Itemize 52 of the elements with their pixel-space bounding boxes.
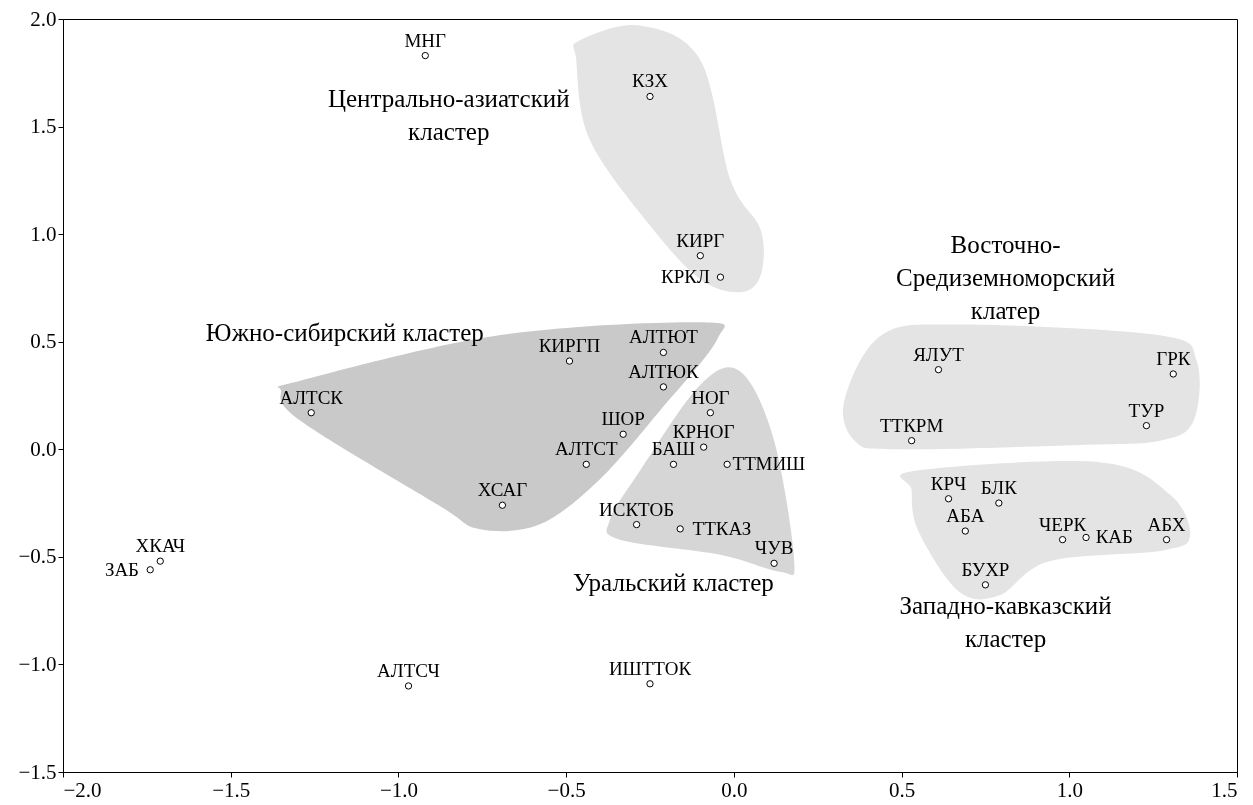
annotation: ИСКТОБ	[599, 498, 675, 520]
annotation: КИРГП	[538, 335, 601, 357]
annotation: АЛТЮТ	[628, 326, 699, 348]
annotation: НОГ	[691, 386, 730, 408]
x-tick-label: 0.5	[888, 777, 916, 802]
x-tick-label: −2.0	[63, 777, 102, 802]
x-tick-label: 1.5	[1211, 777, 1238, 802]
annotation: ТТКРМ	[879, 414, 944, 436]
annotation: АБХ	[1147, 513, 1186, 535]
annotation: АБА	[946, 505, 985, 527]
annotation: ХСАГ	[477, 479, 528, 501]
y-tick-label: −1.0	[18, 651, 57, 676]
annotation: ТУР	[1128, 399, 1165, 421]
annotation: КАБ	[1095, 526, 1133, 548]
x-tick-label: −0.5	[547, 777, 586, 802]
y-tick-label: 1.5	[30, 114, 57, 139]
annotation: АЛТСТ	[555, 438, 618, 460]
annotation: АЛТЮК	[628, 360, 699, 382]
annotation: БЛК	[980, 477, 1018, 499]
annotation: Южно-сибирский кластер	[205, 319, 484, 347]
annotation: ТТКАЗ	[692, 517, 752, 539]
annotation: ГРК	[1156, 347, 1191, 369]
annotation: ЧЕРК	[1038, 513, 1087, 535]
annotation: АЛТСК	[279, 386, 344, 408]
annotation: КЗХ	[632, 70, 669, 92]
annotation: АЛТСЧ	[377, 659, 440, 681]
annotation: ТТМИШ	[732, 453, 806, 475]
annotation: Восточно- Средиземноморский клатер	[896, 230, 1116, 324]
annotation: ХКАЧ	[135, 535, 186, 557]
x-tick-label: 0.0	[721, 777, 748, 802]
x-tick-label: −1.5	[212, 777, 251, 802]
annotation: Западно-кавказский кластер	[899, 592, 1112, 653]
y-tick-label: 2.0	[30, 6, 57, 31]
y-tick-label: −0.5	[18, 544, 57, 569]
annotation: МНГ	[404, 29, 447, 51]
y-tick-label: 1.0	[30, 221, 57, 246]
annotation: КРКЛ	[661, 266, 710, 288]
annotation: БУХР	[961, 558, 1010, 580]
y-tick-label: −1.5	[18, 759, 57, 784]
annotation: ЯЛУТ	[913, 343, 965, 365]
annotation: КИРГ	[676, 229, 725, 251]
annotation: ЧУВ	[754, 537, 794, 559]
annotation: ИШТТОК	[608, 657, 692, 679]
annotation: Уральский кластер	[573, 568, 774, 596]
annotation: КРЧ	[930, 472, 967, 494]
annotation: Центрально-азиатский кластер	[327, 84, 570, 145]
x-tick-label: −1.0	[379, 777, 418, 802]
annotation: ЗАБ	[104, 558, 140, 580]
y-tick-label: 0.0	[30, 436, 57, 461]
annotation: ШОР	[601, 408, 645, 430]
y-tick-label: 0.5	[30, 329, 57, 354]
x-tick-label: 1.0	[1056, 777, 1083, 802]
